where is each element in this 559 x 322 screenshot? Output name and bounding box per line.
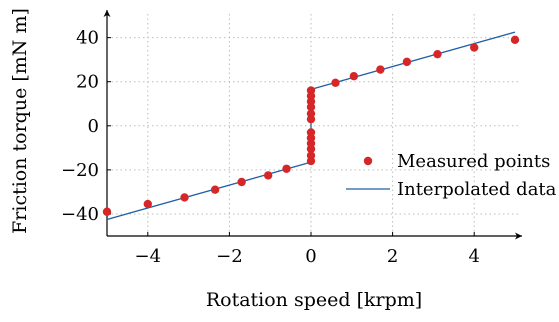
measured-point bbox=[331, 78, 340, 88]
axes bbox=[103, 10, 522, 240]
series bbox=[102, 31, 520, 221]
x-tick-label: 2 bbox=[387, 246, 398, 267]
x-axis-arrow bbox=[515, 232, 522, 240]
x-tick-label: 4 bbox=[468, 246, 479, 267]
measured-point bbox=[306, 128, 316, 137]
legend-label-measured: Measured points bbox=[397, 151, 550, 172]
measured-point bbox=[210, 185, 220, 194]
y-tick-label: 20 bbox=[76, 72, 99, 93]
x-tick-label: −4 bbox=[135, 246, 162, 267]
x-tick-label: −2 bbox=[216, 246, 243, 267]
measured-point bbox=[349, 72, 359, 81]
y-axis-label: Friction torque [mN m] bbox=[9, 8, 31, 234]
measured-point bbox=[102, 207, 112, 216]
y-axis-arrow bbox=[103, 10, 111, 17]
measured-point bbox=[263, 171, 273, 180]
measured-point bbox=[510, 35, 520, 45]
legend-label-interpolated: Interpolated data bbox=[397, 179, 557, 200]
legend: Measured points Interpolated data bbox=[346, 151, 557, 200]
measured-point bbox=[376, 65, 385, 74]
measured-point bbox=[433, 49, 442, 59]
measured-point bbox=[180, 193, 189, 202]
measured-point bbox=[306, 109, 316, 118]
x-tick-label: 0 bbox=[305, 246, 316, 267]
measured-point bbox=[306, 151, 316, 160]
y-tick-label: −20 bbox=[61, 160, 99, 181]
measured-point bbox=[282, 164, 291, 173]
measured-point bbox=[470, 43, 479, 52]
y-tick-label: 40 bbox=[76, 28, 99, 49]
measured-point bbox=[237, 177, 246, 187]
measured-point bbox=[402, 57, 412, 67]
measured-point bbox=[306, 86, 316, 95]
x-axis-label: Rotation speed [krpm] bbox=[206, 289, 422, 311]
y-tick-label: −40 bbox=[61, 204, 99, 225]
legend-marker-measured bbox=[363, 156, 373, 166]
interpolated-line bbox=[106, 31, 516, 221]
y-tick-label: 0 bbox=[88, 116, 99, 137]
measured-point bbox=[143, 199, 152, 209]
